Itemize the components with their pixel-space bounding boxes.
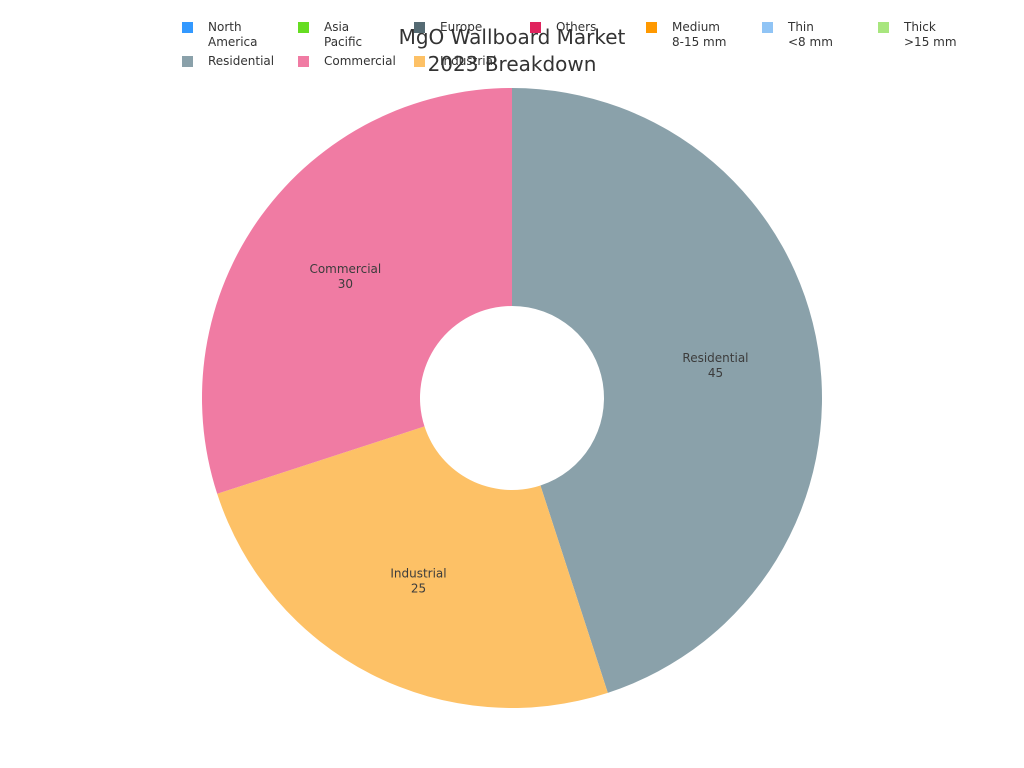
slice-industrial [217, 426, 608, 708]
slice-label-commercial: Commercial [309, 262, 381, 276]
legend-swatch [182, 22, 193, 33]
legend: North America Asia Pacific Europe Others Med… [0, 0, 1024, 80]
legend-swatch [414, 56, 425, 67]
legend-swatch [878, 22, 889, 33]
legend-swatch [182, 56, 193, 67]
legend-label: North America [208, 20, 258, 49]
legend-swatch [762, 22, 773, 33]
legend-label: Others [556, 20, 597, 34]
slice-value-industrial: 25 [411, 582, 426, 596]
legend-label: Commercial [324, 54, 396, 68]
legend-label: Europe [440, 20, 483, 34]
chart-title-line-2: 2023 Breakdown [427, 52, 597, 76]
legend-label: Thin <8 mm [788, 20, 833, 49]
legend-swatch [530, 22, 541, 33]
legend-label: Residential [208, 54, 275, 68]
legend-label: Medium 8-15 mm [672, 20, 727, 49]
legend-label: Industrial [440, 54, 497, 68]
slice-value-commercial: 30 [338, 277, 353, 291]
chart-title-line-1: MgO Wallboard Market [398, 25, 626, 49]
legend-label: Asia Pacific [324, 20, 363, 49]
legend-swatch [414, 22, 425, 33]
legend-swatch [646, 22, 657, 33]
slice-residential [512, 88, 822, 693]
legend-label: Thick >15 mm [904, 20, 957, 49]
legend-swatch [298, 22, 309, 33]
legend-swatch [298, 56, 309, 67]
slice-commercial [201, 88, 512, 494]
slice-label-residential: Residential [682, 351, 748, 365]
slice-value-residential: 45 [708, 366, 723, 380]
slice-label-industrial: Industrial [390, 567, 446, 581]
